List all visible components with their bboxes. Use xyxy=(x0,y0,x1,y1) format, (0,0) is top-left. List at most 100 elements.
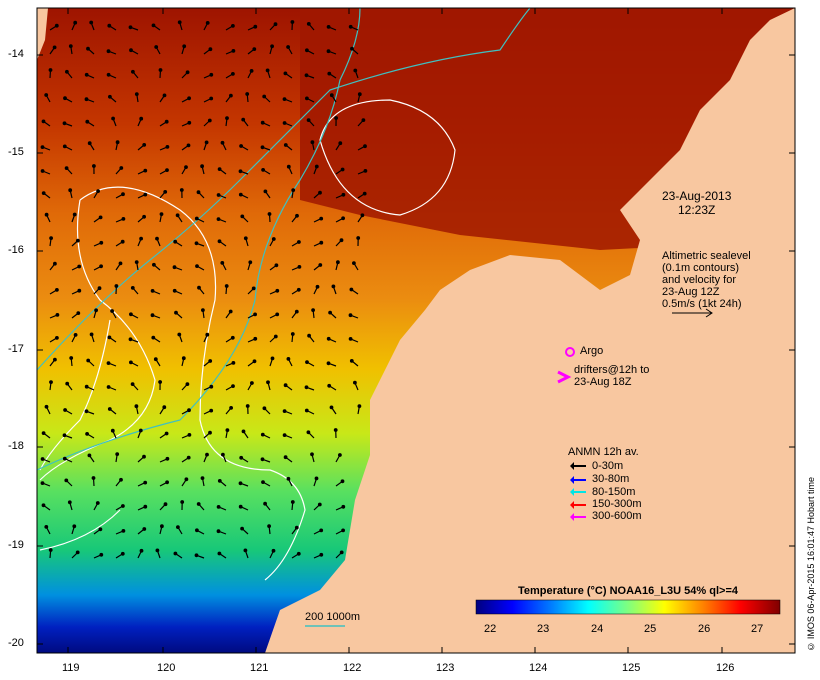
velocity-arrowhead xyxy=(55,288,59,292)
velocity-arrowhead xyxy=(195,264,199,269)
velocity-arrowhead xyxy=(290,20,295,24)
lat-tick: -15 xyxy=(8,146,24,158)
velocity-arrowhead xyxy=(143,168,148,173)
velocity-arrowhead xyxy=(261,480,265,485)
velocity-arrowhead xyxy=(357,92,362,97)
velocity-arrowhead xyxy=(282,97,287,101)
velocity-arrowhead xyxy=(314,476,319,481)
velocity-arrowhead xyxy=(340,167,345,172)
velocity-arrowhead xyxy=(153,357,158,362)
velocity-arrowhead xyxy=(134,92,139,96)
anmn-legend-item: 0-30m xyxy=(592,460,624,472)
velocity-arrowhead xyxy=(52,45,57,50)
velocity-arrowhead xyxy=(217,239,222,244)
velocity-arrowhead xyxy=(151,23,156,28)
lat-tick: -16 xyxy=(8,244,24,256)
velocity-arrowhead xyxy=(62,433,67,438)
velocity-arrowhead xyxy=(228,93,233,98)
velocity-arrowhead xyxy=(314,164,319,169)
velocity-arrowhead xyxy=(64,478,69,483)
velocity-arrowhead xyxy=(98,215,103,220)
velocity-arrowhead xyxy=(326,361,331,366)
velocity-arrowhead xyxy=(349,359,354,363)
lon-tick: 124 xyxy=(529,662,548,674)
velocity-arrowhead xyxy=(67,500,72,505)
lat-tick: -18 xyxy=(8,440,24,452)
anmn-legend-arrows xyxy=(570,462,586,521)
velocity-arrowhead xyxy=(220,140,225,145)
velocity-arrowhead xyxy=(134,404,139,409)
velocity-arrowhead xyxy=(245,92,250,96)
velocity-arrowhead xyxy=(128,312,133,317)
velocity-arrowhead xyxy=(138,428,143,433)
velocity-arrowhead xyxy=(120,504,125,508)
velocity-arrowhead xyxy=(274,263,279,268)
velocity-arrowhead xyxy=(87,141,92,146)
velocity-arrowhead xyxy=(209,384,214,389)
velocity-arrowhead xyxy=(130,382,135,387)
land-northwest xyxy=(37,8,48,60)
velocity-arrowhead xyxy=(363,168,368,173)
velocity-arrowhead xyxy=(197,285,201,290)
velocity-arrowhead xyxy=(177,332,182,337)
velocity-arrowhead xyxy=(96,189,100,194)
velocity-arrowhead xyxy=(143,504,148,509)
velocity-arrowhead xyxy=(87,453,92,458)
velocity-arrowhead xyxy=(174,310,178,315)
velocity-arrowhead xyxy=(180,500,185,504)
velocity-arrowhead xyxy=(252,47,257,51)
velocity-arrowhead xyxy=(44,404,49,409)
velocity-arrowhead xyxy=(163,189,168,194)
velocity-arrowhead xyxy=(273,334,278,339)
velocity-arrowhead xyxy=(353,380,357,385)
sealevel-contours xyxy=(39,99,456,581)
velocity-arrowhead xyxy=(241,117,246,122)
velocity-arrowhead xyxy=(164,119,169,124)
velocity-arrowhead xyxy=(158,380,163,384)
velocity-arrowhead xyxy=(339,238,344,243)
velocity-arrowhead xyxy=(266,380,270,385)
velocity-arrowhead xyxy=(186,143,191,148)
land-mass xyxy=(265,8,795,653)
velocity-arrowhead xyxy=(315,284,320,289)
velocity-arrowhead xyxy=(329,93,334,98)
velocity-arrowhead xyxy=(128,337,133,342)
lon-tick: 125 xyxy=(622,662,641,674)
velocity-arrowhead xyxy=(130,286,135,290)
velocity-arrowhead xyxy=(253,24,258,29)
velocity-arrowhead xyxy=(97,286,102,291)
velocity-arrowhead xyxy=(225,116,229,120)
velocity-arrowhead xyxy=(245,404,250,408)
velocity-arrowhead xyxy=(205,332,210,337)
velocity-arrowhead xyxy=(73,333,78,337)
velocity-arrowhead xyxy=(296,287,301,292)
velocity-arrowhead xyxy=(341,216,346,221)
velocity-arrowhead xyxy=(305,48,309,53)
velocity-arrowhead xyxy=(261,167,266,172)
velocity-arrowhead xyxy=(262,406,267,411)
velocity-arrowhead xyxy=(208,359,213,363)
velocity-arrowhead xyxy=(326,49,331,54)
colorbar-tick: 22 xyxy=(484,623,497,635)
velocity-arrowhead xyxy=(230,71,235,76)
velocity-arrowhead xyxy=(319,552,324,557)
velocity-arrowhead xyxy=(319,240,324,245)
velocity-arrowhead xyxy=(262,94,267,99)
velocity-arrowhead xyxy=(334,116,339,120)
velocity-arrowhead xyxy=(86,46,90,51)
velocity-arrowhead xyxy=(72,524,77,529)
velocity-arrowhead xyxy=(91,476,96,480)
lon-tick: 121 xyxy=(250,662,269,674)
velocity-arrowhead xyxy=(86,358,91,363)
velocity-arrowhead xyxy=(142,527,147,531)
velocity-arrows xyxy=(40,20,368,559)
velocity-arrowhead xyxy=(121,216,126,221)
colorbar-tick: 25 xyxy=(644,623,657,635)
velocity-arrowhead xyxy=(304,73,309,78)
velocity-arrowhead xyxy=(48,68,53,72)
velocity-arrowhead xyxy=(231,361,236,365)
velocity-arrowhead xyxy=(260,457,265,462)
velocity-arrowhead xyxy=(54,23,59,28)
velocity-arrowhead xyxy=(240,214,245,219)
